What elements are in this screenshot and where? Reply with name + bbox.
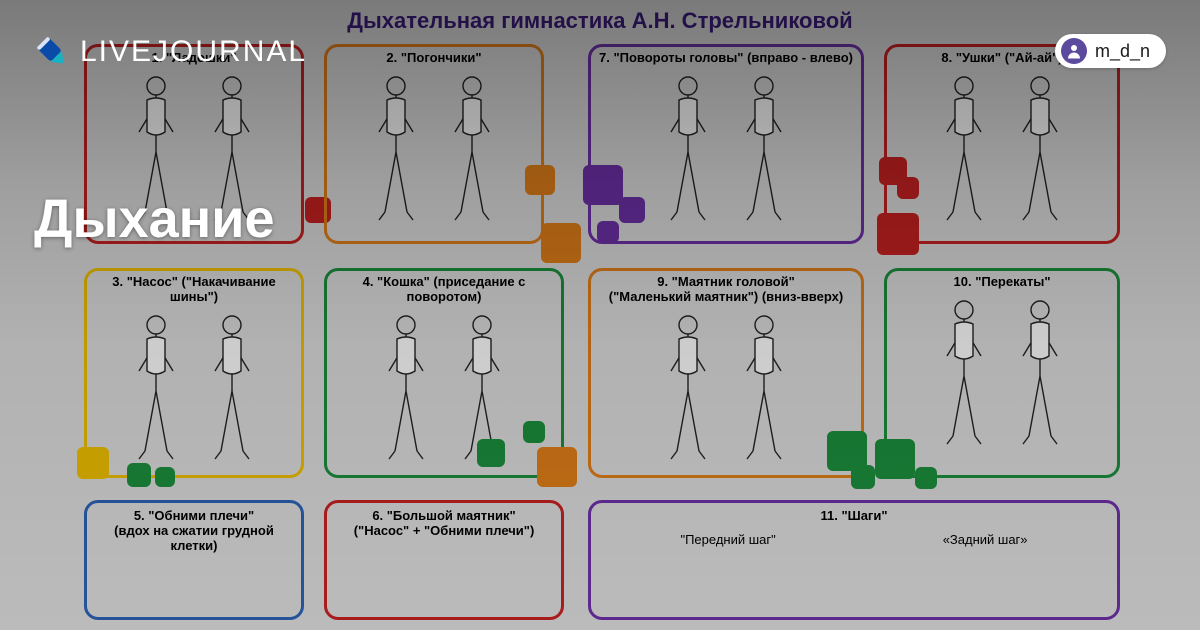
user-pill[interactable]: m_d_n bbox=[1055, 34, 1166, 68]
livejournal-logo[interactable]: LIVEJOURNAL bbox=[34, 34, 307, 70]
avatar bbox=[1061, 38, 1087, 64]
username: m_d_n bbox=[1095, 41, 1150, 62]
post-title: Дыхание bbox=[34, 188, 275, 250]
brand-word: LIVEJOURNAL bbox=[80, 35, 307, 69]
pencil-icon bbox=[34, 34, 70, 70]
dark-overlay bbox=[0, 0, 1200, 630]
